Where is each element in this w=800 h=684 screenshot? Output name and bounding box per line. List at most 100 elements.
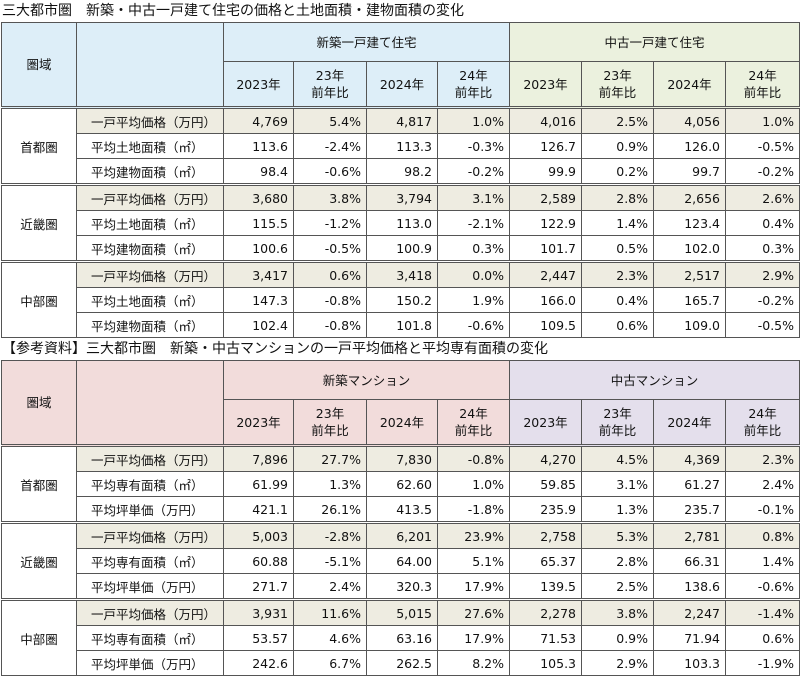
cell: 17.9% xyxy=(436,625,511,651)
row-label: 平均土地面積（㎡） xyxy=(76,133,224,159)
subheader: 24年 前年比 xyxy=(436,399,511,446)
subheader: 24年 前年比 xyxy=(725,61,800,108)
cell: 0.2% xyxy=(581,158,655,185)
cell: 421.1 xyxy=(223,496,294,523)
cell: 6,201 xyxy=(366,521,438,549)
data-row: 中部圏 一戸平均価格（万円） 3,417 0.6% 3,418 0.0% 2,447 2.3%… xyxy=(1,260,800,338)
subheader: 2024年 xyxy=(366,61,438,108)
cell: 0.8% xyxy=(725,521,800,549)
cell: 2.4% xyxy=(293,573,367,600)
cell: 3.1% xyxy=(436,183,511,211)
cell: 2,656 xyxy=(653,183,727,211)
table-title: 【参考資料】三大都市圏 新築・中古マンションの一戸平均価格と平均専有面積の変化 xyxy=(2,341,548,357)
cell: 1.9% xyxy=(436,287,511,313)
cell: 5,015 xyxy=(366,598,438,626)
cell: 5.1% xyxy=(436,548,511,574)
cell: 3,931 xyxy=(223,598,294,626)
cell: 109.0 xyxy=(653,312,727,338)
data-row: 首都圏 一戸平均価格（万円） 4,769 5.4% 4,817 1.0% 4,016 2.5%… xyxy=(1,106,800,185)
row-label: 平均坪単価（万円） xyxy=(76,650,224,676)
data-row: 平均土地面積（㎡） 147.3 -0.8% 150.2 1.9% 166.0 0.4% 165… xyxy=(2,287,800,313)
cell: -0.8% xyxy=(293,312,367,338)
region-name: 近畿圏 xyxy=(1,521,77,600)
cell: 235.9 xyxy=(509,496,583,523)
cell: -1.8% xyxy=(436,496,511,523)
cell: 63.16 xyxy=(366,625,438,651)
subheader: 2023年 xyxy=(223,61,294,108)
cell: 1.4% xyxy=(581,210,655,236)
cell: 126.7 xyxy=(509,133,583,159)
cell: 98.2 xyxy=(366,158,438,185)
cell: 3.1% xyxy=(581,471,655,497)
cell: 8.2% xyxy=(436,650,511,676)
cell: 102.0 xyxy=(653,235,727,262)
cell: 3.8% xyxy=(293,183,367,211)
cell: 71.94 xyxy=(653,625,727,651)
cell: 2,278 xyxy=(509,598,583,626)
cell: 7,896 xyxy=(223,444,294,472)
data-row: 平均坪単価（万円） 271.7 2.4% 320.3 17.9% 139.5 2.5% 138… xyxy=(2,573,800,600)
cell: -0.2% xyxy=(436,158,511,185)
cell: -0.5% xyxy=(725,312,800,338)
cell: 4,369 xyxy=(653,444,727,472)
region-name: 首都圏 xyxy=(1,106,77,185)
row-label: 平均専有面積（㎡） xyxy=(76,471,224,497)
cell: 3,417 xyxy=(223,260,294,288)
cell: 3,680 xyxy=(223,183,294,211)
cell: 109.5 xyxy=(509,312,583,338)
cell: 113.0 xyxy=(366,210,438,236)
cell: -0.1% xyxy=(725,496,800,523)
subheader: 2023年 xyxy=(223,399,294,446)
cell: 98.4 xyxy=(223,158,294,185)
cell: 3,418 xyxy=(366,260,438,288)
subheader: 24年 前年比 xyxy=(436,61,511,108)
cell: 0.9% xyxy=(581,625,655,651)
cell: 2.5% xyxy=(581,106,655,134)
group-header: 新築マンション xyxy=(222,360,511,400)
data-row: 首都圏 一戸平均価格（万円） 7,896 27.7% 7,830 -0.8% 4,270 4.… xyxy=(1,444,800,523)
cell: -1.9% xyxy=(725,650,800,676)
cell: 126.0 xyxy=(653,133,727,159)
cell: 271.7 xyxy=(223,573,294,600)
cell: -0.2% xyxy=(725,158,800,185)
cell: 113.6 xyxy=(223,133,294,159)
row-label: 一戸平均価格（万円） xyxy=(76,183,224,211)
cell: 99.7 xyxy=(653,158,727,185)
cell: 3.8% xyxy=(581,598,655,626)
cell: 2,589 xyxy=(509,183,583,211)
cell: 4.6% xyxy=(293,625,367,651)
cell: 1.3% xyxy=(293,471,367,497)
cell: 11.6% xyxy=(293,598,367,626)
data-row: 平均土地面積（㎡） 115.5 -1.2% 113.0 -2.1% 122.9 1.4% 12… xyxy=(2,210,800,236)
cell: 413.5 xyxy=(366,496,438,523)
region-name: 首都圏 xyxy=(1,444,77,523)
cell: 61.27 xyxy=(653,471,727,497)
row-label: 平均坪単価（万円） xyxy=(76,496,224,523)
cell: 4,769 xyxy=(223,106,294,134)
cell: 27.6% xyxy=(436,598,511,626)
cell: 2.6% xyxy=(725,183,800,211)
table-title: 三大都市圏 新築・中古一戸建て住宅の価格と土地面積・建物面積の変化 xyxy=(2,3,464,19)
cell: 4,056 xyxy=(653,106,727,134)
cell: 103.3 xyxy=(653,650,727,676)
cell: 0.3% xyxy=(436,235,511,262)
cell: -0.8% xyxy=(436,444,511,472)
row-label: 平均建物面積（㎡） xyxy=(76,158,224,185)
cell: 105.3 xyxy=(509,650,583,676)
data-row: 平均坪単価（万円） 242.6 6.7% 262.5 8.2% 105.3 2.9% 103.… xyxy=(2,650,800,676)
subheader: 2024年 xyxy=(653,399,727,446)
data-table: 圏域 新築一戸建て住宅 中古一戸建て住宅 2023年 23年 前年比 2024年 24年 前… xyxy=(1,22,800,338)
cell: 4.5% xyxy=(581,444,655,472)
cell: 5,003 xyxy=(223,521,294,549)
cell: 113.3 xyxy=(366,133,438,159)
cell: 1.4% xyxy=(725,548,800,574)
subheader: 23年 前年比 xyxy=(581,61,655,108)
data-row: 近畿圏 一戸平均価格（万円） 5,003 -2.8% 6,201 23.9% 2,758 5.… xyxy=(1,521,800,600)
cell: 138.6 xyxy=(653,573,727,600)
cell: 235.7 xyxy=(653,496,727,523)
cell: 64.00 xyxy=(366,548,438,574)
group-header: 中古マンション xyxy=(509,360,800,400)
cell: 62.60 xyxy=(366,471,438,497)
cell: 0.3% xyxy=(725,235,800,262)
data-row: 平均坪単価（万円） 421.1 26.1% 413.5 -1.8% 235.9 1.3% 23… xyxy=(2,496,800,523)
